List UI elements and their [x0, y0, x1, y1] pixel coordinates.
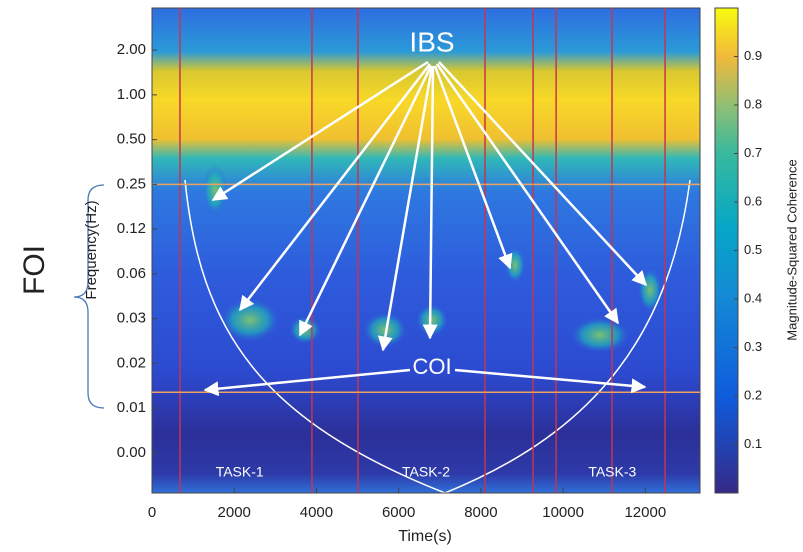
x-tick-label: 2000: [218, 504, 251, 521]
y-tick-label: 0.03: [117, 310, 146, 327]
x-tick-label: 6000: [382, 504, 415, 521]
y-tick-label: 0.01: [117, 399, 146, 416]
ibs-label: IBS: [409, 26, 454, 57]
foi-label: FOI: [18, 245, 51, 295]
y-tick-label: 0.50: [117, 131, 146, 148]
colorbar-tick-label: 0.8: [744, 96, 762, 111]
colorbar-tick-label: 0.3: [744, 339, 762, 354]
y-tick-label: 2.00: [117, 41, 146, 58]
x-tick-label: 4000: [300, 504, 333, 521]
task-label: TASK-1: [216, 464, 264, 480]
y-tick-label: 0.12: [117, 220, 146, 237]
x-tick-label: 10000: [542, 504, 584, 521]
y-tick-label: 0.00: [117, 444, 146, 461]
colorbar-tick-label: 0.9: [744, 48, 762, 63]
x-axis-label: Time(s): [398, 528, 452, 545]
colorbar-label: Magnitude-Squared Coherence: [784, 159, 799, 340]
colorbar-tick-label: 0.2: [744, 387, 762, 402]
y-tick-label: 1.00: [117, 86, 146, 103]
x-tick-label: 8000: [464, 504, 497, 521]
colorbar-tick-label: 0.6: [744, 193, 762, 208]
task-label: TASK-2: [402, 464, 450, 480]
arrows: [203, 60, 648, 397]
coi-label: COI: [412, 354, 451, 379]
task-label: TASK-3: [588, 464, 636, 480]
colorbar-tick-label: 0.4: [744, 290, 762, 305]
colorbar-tick-label: 0.7: [744, 145, 762, 160]
plot-frame: [151, 7, 701, 494]
y-tick-label: 0.02: [117, 354, 146, 371]
x-tick-label: 12000: [624, 504, 666, 521]
y-axis-label: Frequency(Hz): [83, 200, 100, 299]
foi-bracket: [73, 184, 105, 409]
colorbar-tick-label: 0.1: [744, 436, 762, 451]
colorbar-tick-label: 0.5: [744, 242, 762, 257]
y-tick-label: 0.06: [117, 265, 146, 282]
x-tick-label: 0: [148, 504, 156, 521]
y-tick-label: 0.25: [117, 175, 146, 192]
heatmap: [152, 8, 700, 493]
